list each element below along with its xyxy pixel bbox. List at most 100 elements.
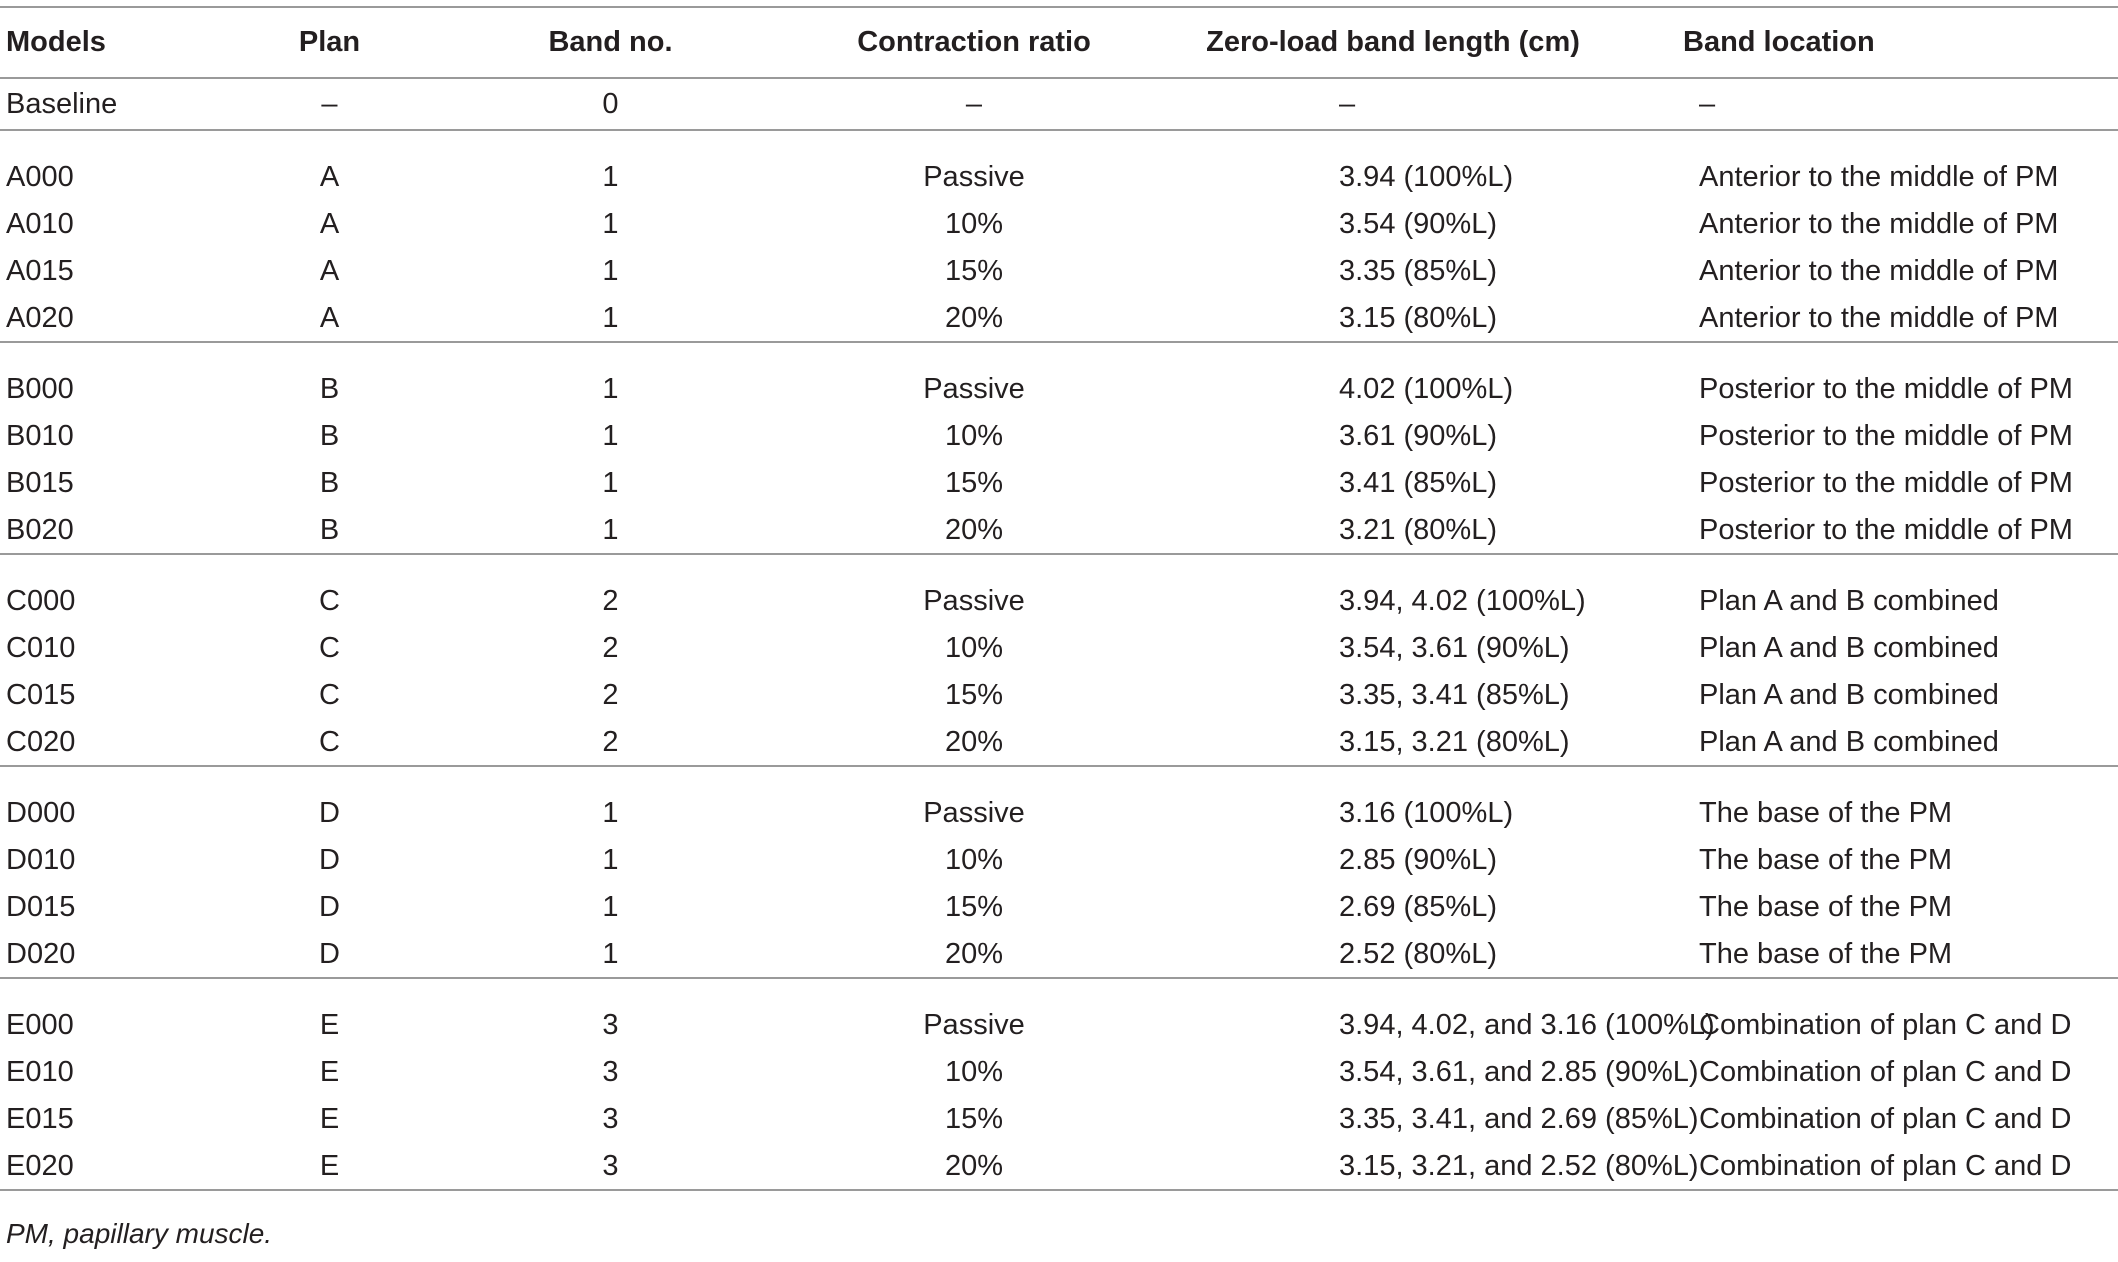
cell-contraction-ratio: 20%	[826, 1143, 1122, 1191]
cell-contraction-ratio: 15%	[944, 679, 1004, 711]
cell-plan: E	[319, 1009, 340, 1041]
cell-plan: D	[319, 797, 340, 829]
cell-band-no: 3	[602, 1056, 619, 1088]
cell-model: D010	[6, 844, 76, 876]
cell-plan: A	[319, 255, 340, 287]
header-row: Models Plan Band no. Contraction ratio Z…	[0, 6, 2118, 79]
cell-contraction-ratio: Passive	[923, 797, 1025, 829]
cell-contraction-ratio: Passive	[923, 1009, 1025, 1041]
cell-band-location: Anterior to the middle of PM	[1699, 161, 2059, 193]
table-row: E010 E 3 10% 3.54, 3.61, and 2.85 (90%L) Comb…	[0, 1049, 2118, 1096]
cell-plan: C	[319, 585, 340, 617]
cell-band-location: Posterior to the middle of PM	[1699, 420, 2073, 452]
table-row: A015 A 1 15% 3.35 (85%L) Anterior to the midd…	[0, 248, 2118, 295]
cell-model: D000	[6, 797, 76, 829]
cell-model: A015	[6, 255, 74, 287]
table-row: D015 D 1 15% 2.69 (85%L) The base of the PM	[0, 884, 2118, 931]
cell-zero-load-length: 2.52 (80%L)	[1122, 931, 1671, 979]
cell-plan: A	[264, 295, 395, 343]
cell-band-no: 1	[602, 420, 619, 452]
cell-contraction-ratio: Passive	[923, 585, 1025, 617]
cell-band-no: 1	[602, 161, 619, 193]
cell-band-location: Combination of plan C and D	[1699, 1103, 2072, 1135]
cell-model: D015	[6, 891, 76, 923]
cell-contraction-ratio: 15%	[944, 1103, 1004, 1135]
cell-band-location: –	[1671, 78, 2118, 131]
cell-contraction-ratio: 20%	[826, 931, 1122, 979]
table-row: C010 C 2 10% 3.54, 3.61 (90%L) Plan A and B c…	[0, 625, 2118, 672]
cell-contraction-ratio: 15%	[944, 467, 1004, 499]
cell-model: E010	[6, 1056, 74, 1088]
cell-band-no: 2	[602, 632, 619, 664]
header-band-location: Band location	[1671, 6, 2118, 79]
cell-plan: B	[319, 467, 340, 499]
cell-contraction-ratio: –	[826, 78, 1122, 131]
cell-zero-load-length: 2.85 (90%L)	[1339, 844, 1497, 876]
cell-model: Baseline	[0, 78, 264, 131]
cell-zero-load-length: 3.35, 3.41 (85%L)	[1339, 679, 1570, 711]
cell-plan: E	[264, 1143, 395, 1191]
table-row: E020 E 3 20% 3.15, 3.21, and 2.52 (80%L) Comb…	[0, 1143, 2118, 1191]
cell-model: C020	[0, 719, 264, 767]
cell-contraction-ratio: Passive	[923, 161, 1025, 193]
header-models: Models	[0, 6, 264, 79]
cell-model: C000	[6, 585, 76, 617]
cell-zero-load-length: 3.61 (90%L)	[1339, 420, 1497, 452]
cell-contraction-ratio: 15%	[944, 255, 1004, 287]
cell-band-no: 1	[395, 931, 826, 979]
cell-band-no: 2	[602, 679, 619, 711]
table-row: C020 C 2 20% 3.15, 3.21 (80%L) Plan A and B c…	[0, 719, 2118, 767]
cell-band-location: Anterior to the middle of PM	[1671, 295, 2118, 343]
cell-band-location: Posterior to the middle of PM	[1699, 373, 2073, 405]
cell-band-location: The base of the PM	[1671, 931, 2118, 979]
table-row: D020 D 1 20% 2.52 (80%L) The base of the PM	[0, 931, 2118, 979]
cell-contraction-ratio: 10%	[944, 1056, 1004, 1088]
cell-model: E000	[6, 1009, 74, 1041]
cell-contraction-ratio: 10%	[944, 844, 1004, 876]
cell-plan: C	[319, 679, 340, 711]
cell-contraction-ratio: 10%	[944, 208, 1004, 240]
table-row: A020 A 1 20% 3.15 (80%L) Anterior to the midd…	[0, 295, 2118, 343]
cell-plan: B	[319, 420, 340, 452]
table-row: C000 C 2 Passive 3.94, 4.02 (100%L) Plan A an…	[0, 554, 2118, 625]
table-row: B020 B 1 20% 3.21 (80%L) Posterior to the mid…	[0, 507, 2118, 555]
table-row: B000 B 1 Passive 4.02 (100%L) Posterior to th…	[0, 342, 2118, 413]
cell-model: A020	[0, 295, 264, 343]
cell-zero-load-length: 3.35 (85%L)	[1339, 255, 1497, 287]
cell-contraction-ratio: 10%	[944, 632, 1004, 664]
cell-plan: D	[264, 931, 395, 979]
cell-plan: –	[264, 78, 395, 131]
cell-band-location: Plan A and B combined	[1699, 679, 1999, 711]
cell-band-no: 1	[602, 255, 619, 287]
cell-band-location: Plan A and B combined	[1671, 719, 2118, 767]
cell-zero-load-length: 3.94, 4.02, and 3.16 (100%L)	[1339, 1009, 1715, 1041]
cell-band-no: 1	[395, 507, 826, 555]
cell-plan: B	[264, 507, 395, 555]
cell-plan: D	[319, 844, 340, 876]
cell-model: E020	[0, 1143, 264, 1191]
table-body: Baseline –0– – – A000 A 1 Passive 3.94 (100%L) An…	[0, 78, 2118, 1191]
cell-band-no: 1	[602, 844, 619, 876]
cell-band-location: Combination of plan C and D	[1699, 1056, 2072, 1088]
cell-band-no: 1	[602, 467, 619, 499]
table-row: B015 B 1 15% 3.41 (85%L) Posterior to the mid…	[0, 460, 2118, 507]
cell-band-location: The base of the PM	[1699, 844, 1953, 876]
cell-band-no: 3	[395, 1143, 826, 1191]
cell-model: B010	[6, 420, 74, 452]
cell-band-location: The base of the PM	[1699, 797, 1953, 829]
cell-band-no: 0	[395, 78, 826, 131]
table-row: B010 B 1 10% 3.61 (90%L) Posterior to the mid…	[0, 413, 2118, 460]
cell-band-no: 1	[602, 891, 619, 923]
cell-zero-load-length: 3.15, 3.21, and 2.52 (80%L)	[1122, 1143, 1699, 1191]
header-contraction-ratio: Contraction ratio	[826, 6, 1122, 79]
cell-zero-load-length: 3.54, 3.61, and 2.85 (90%L)	[1339, 1056, 1699, 1088]
cell-zero-load-length: 3.41 (85%L)	[1339, 467, 1497, 499]
cell-model: B000	[6, 373, 74, 405]
table-row: C015 C 2 15% 3.35, 3.41 (85%L) Plan A and B c…	[0, 672, 2118, 719]
cell-model: C010	[6, 632, 76, 664]
cell-band-location: Plan A and B combined	[1699, 632, 1999, 664]
cell-plan: C	[264, 719, 395, 767]
table-row: D000 D 1 Passive 3.16 (100%L) The base of the…	[0, 766, 2118, 837]
cell-contraction-ratio: 20%	[826, 719, 1122, 767]
cell-contraction-ratio: 10%	[944, 420, 1004, 452]
